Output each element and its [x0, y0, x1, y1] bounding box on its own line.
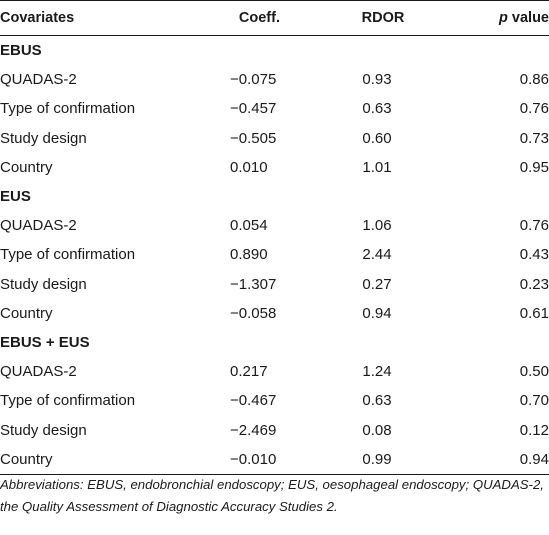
group-row-ebus: EBUS [0, 36, 549, 66]
covariate-cell: Study design [0, 421, 87, 439]
p-value-cell: 0.94 [519, 450, 549, 468]
header-rdor: RDOR [361, 10, 405, 26]
coeff-cell: 0.054 [230, 217, 268, 235]
coeff-cell: −1.307 [230, 275, 277, 293]
p-value-cell: 0.76 [519, 100, 549, 118]
rdor-cell: 0.63 [362, 100, 392, 118]
rdor-cell: 1.01 [362, 158, 392, 176]
rdor-cell: 2.44 [362, 246, 392, 264]
p-value-cell: 0.61 [519, 304, 549, 322]
covariate-cell: QUADAS-2 [0, 217, 77, 235]
covariate-cell: QUADAS-2 [0, 71, 77, 89]
table-row: Country 0.010 1.01 0.95 [0, 153, 549, 182]
table-row: Type of confirmation 0.890 2.44 0.43 [0, 240, 549, 269]
rdor-cell: 1.06 [362, 217, 392, 235]
coeff-cell: 0.010 [230, 158, 268, 176]
header-p-value: p value [434, 1, 549, 36]
table-row: QUADAS-2 0.054 1.06 0.76 [0, 211, 549, 240]
coeff-cell: −0.505 [230, 129, 277, 147]
rdor-cell: 0.94 [362, 304, 392, 322]
coeff-cell: −0.058 [230, 304, 277, 322]
coeff-cell: 0.217 [230, 363, 268, 381]
p-value-cell: 0.50 [519, 363, 549, 381]
p-value-cell: 0.12 [519, 421, 549, 439]
p-value-cell: 0.76 [519, 217, 549, 235]
table-row: Country −0.058 0.94 0.61 [0, 299, 549, 328]
rdor-cell: 0.60 [362, 129, 392, 147]
coeff-cell: −0.457 [230, 100, 277, 118]
p-value-cell: 0.86 [519, 71, 549, 89]
coeff-cell: −2.469 [230, 421, 277, 439]
meta-regression-table: Covariates Coeff. RDOR p value EBUS QUAD… [0, 0, 549, 475]
table-row: Type of confirmation −0.457 0.63 0.76 [0, 94, 549, 123]
group-row-eus: EUS [0, 182, 549, 211]
header-coeff: Coeff. [238, 10, 280, 26]
rdor-cell: 1.24 [362, 363, 392, 381]
covariate-cell: Type of confirmation [0, 100, 136, 118]
table-footnote: Abbreviations: EBUS, endobronchial endos… [0, 477, 544, 514]
p-value-cell: 0.73 [519, 129, 549, 147]
table-row: Type of confirmation −0.467 0.63 0.70 [0, 386, 549, 415]
coeff-cell: 0.890 [230, 246, 268, 264]
p-value-cell: 0.23 [519, 275, 549, 293]
rdor-cell: 0.99 [362, 450, 392, 468]
covariate-cell: Study design [0, 275, 87, 293]
header-p-italic: p [499, 10, 508, 26]
covariate-cell: Study design [0, 129, 87, 147]
table-row: Study design −2.469 0.08 0.12 [0, 416, 549, 445]
group-label: EBUS [0, 42, 42, 59]
table-row: Study design −0.505 0.60 0.73 [0, 124, 549, 153]
group-label: EUS [0, 188, 31, 206]
rdor-cell: 0.08 [362, 421, 392, 439]
p-value-cell: 0.70 [519, 392, 549, 410]
rdor-cell: 0.63 [362, 392, 392, 410]
table-row: QUADAS-2 0.217 1.24 0.50 [0, 357, 549, 386]
covariate-cell: Country [0, 450, 53, 468]
rdor-cell: 0.27 [362, 275, 392, 293]
covariate-cell: QUADAS-2 [0, 363, 77, 381]
p-value-cell: 0.43 [519, 246, 549, 264]
header-covariates: Covariates [0, 10, 75, 26]
covariate-cell: Country [0, 304, 53, 322]
header-p-rest: value [507, 10, 549, 26]
coeff-cell: −0.010 [230, 450, 277, 468]
coeff-cell: −0.467 [230, 392, 277, 410]
table-row: QUADAS-2 −0.075 0.93 0.86 [0, 65, 549, 94]
covariate-cell: Type of confirmation [0, 246, 136, 264]
covariate-cell: Type of confirmation [0, 392, 136, 410]
table-row: Country −0.010 0.99 0.94 [0, 445, 549, 475]
header-row: Covariates Coeff. RDOR p value [0, 0, 549, 36]
table-row: Study design −1.307 0.27 0.23 [0, 270, 549, 299]
group-label: EBUS + EUS [0, 334, 90, 352]
group-row-ebus-eus: EBUS + EUS [0, 328, 549, 357]
p-value-cell: 0.95 [519, 158, 549, 176]
rdor-cell: 0.93 [362, 71, 392, 89]
coeff-cell: −0.075 [230, 71, 277, 89]
covariate-cell: Country [0, 158, 53, 176]
